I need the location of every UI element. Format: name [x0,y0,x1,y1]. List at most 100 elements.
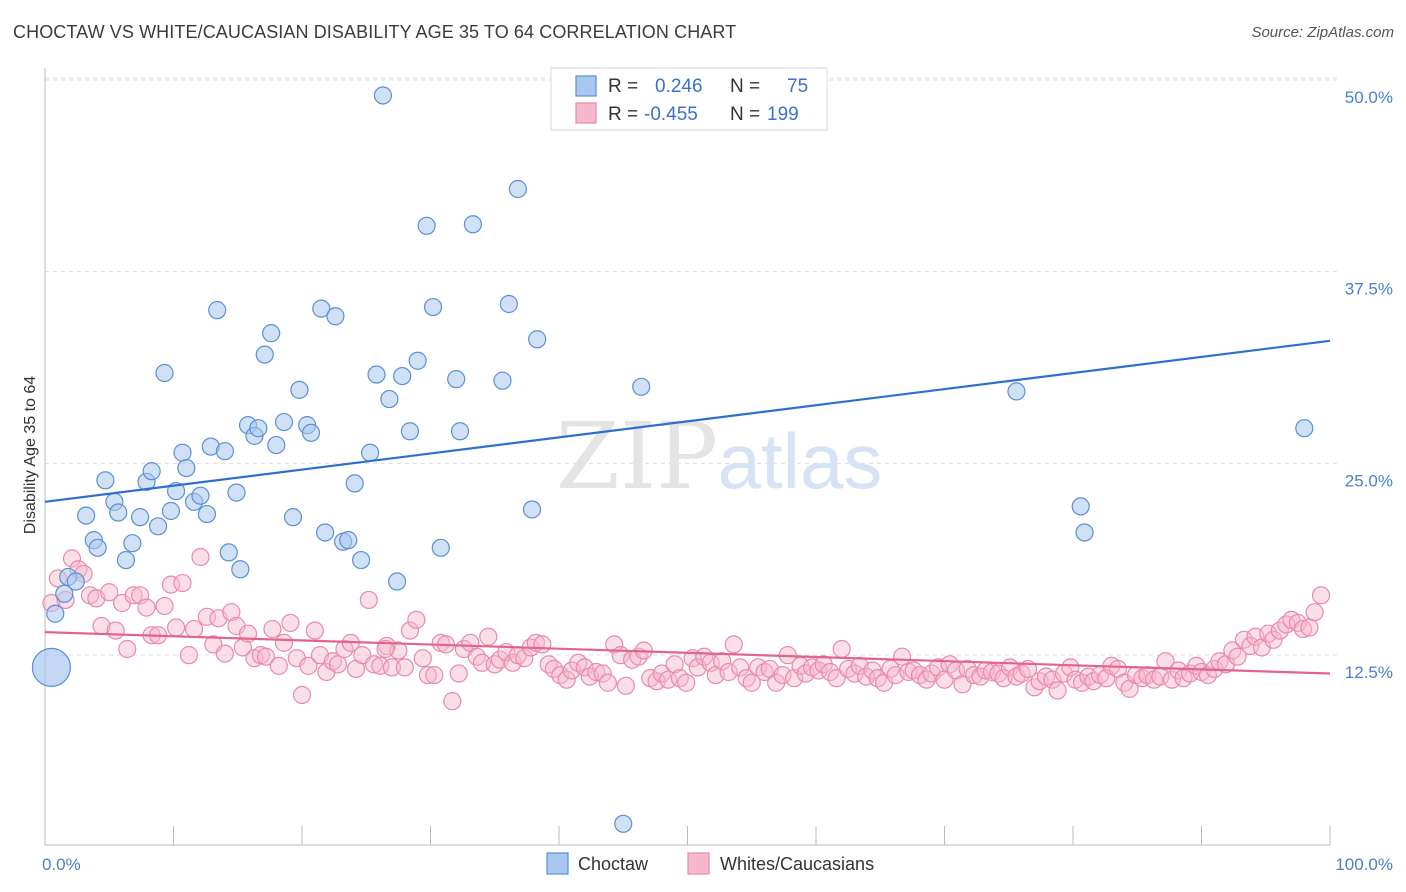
whites-point-37 [269,656,288,675]
choctaw-point-49 [367,365,386,384]
choctaw-point-22 [191,486,210,505]
bottom-legend-swatch-choctaw [546,852,569,875]
choctaw-point-38 [290,380,309,399]
whites-point-91 [593,664,612,683]
whites-point-209 [1300,618,1319,637]
watermark-zip: ZIP [556,403,718,510]
whites-point-144 [910,665,930,685]
choctaw-point-56 [417,216,436,235]
whites-point-153 [964,665,984,685]
legend-swatch-choctaw [575,75,597,97]
whites-point-197 [1228,647,1247,666]
choctaw-point-70 [1071,497,1090,516]
y-tick-label-3: 50.0% [1345,88,1393,107]
whites-point-132 [839,659,858,679]
choctaw-point-55 [408,351,427,370]
choctaw-point-51 [380,389,399,409]
whites-point-211 [1311,586,1331,605]
choctaw-point-14 [142,462,161,481]
whites-point-208 [1293,619,1313,639]
x-tick-label-1: 100.0% [1335,855,1393,874]
choctaw-point-29 [231,560,250,579]
whites-point-35 [256,647,276,666]
choctaw-point-66 [528,330,547,349]
whites-point-167 [1048,681,1067,700]
whites-point-141 [892,647,912,666]
choctaw-point-40 [301,423,321,442]
choctaw-point-23 [197,504,217,524]
whites-point-181 [1133,669,1152,688]
choctaw-point-7 [96,471,115,490]
whites-point-66 [443,692,462,711]
whites-point-104 [670,669,689,688]
whites-point-102 [659,670,678,689]
whites-point-15 [137,598,156,617]
whites-point-72 [479,627,498,646]
whites-point-21 [173,573,192,593]
choctaw-point-68 [632,377,651,396]
whites-point-42 [299,656,318,675]
legend-n-label-1: N = [730,76,760,97]
whites-point-59 [400,621,420,640]
whites-point-113 [724,635,743,654]
whites-trend-line [44,631,1331,675]
choctaw-point-3 [66,572,85,591]
whites-point-212 [376,639,395,659]
whites-point-9 [100,583,119,602]
whites-point-47 [328,655,348,674]
choctaw-point-47 [352,550,371,570]
legend-n-value-1: 75 [787,76,808,97]
whites-point-23 [184,619,204,639]
choctaw-point-45 [339,531,358,550]
choctaw-point-0 [46,604,65,623]
legend-r-value-1: 0.246 [655,76,703,97]
bottom-legend: Choctaw Whites/Caucasians [546,852,874,875]
choctaw-point-26 [215,442,234,461]
whites-point-61 [413,649,432,668]
whites-point-87 [569,653,588,672]
choctaw-point-46 [345,474,364,493]
watermark-atlas: atlas [718,417,883,505]
choctaw-point-64 [508,179,527,199]
whites-point-166 [1043,670,1062,689]
choctaw-point-57 [423,297,443,317]
choctaw-point-6 [88,538,107,557]
whites-point-105 [677,673,696,692]
whites-point-84 [551,665,570,685]
stats-legend: R = 0.246 N = 75 R = -0.455 N = 199 [550,67,828,131]
whites-point-199 [1241,636,1260,656]
choctaw-point-10 [116,550,136,570]
whites-point-116 [742,673,761,692]
whites-point-20 [166,618,186,637]
whites-point-118 [755,662,774,682]
trend-lines [44,339,1331,675]
whites-point-121 [773,665,792,685]
whites-point-186 [1162,670,1182,689]
choctaw-point-69 [1007,382,1026,401]
bottom-legend-whites: Whites/Caucasians [720,854,874,874]
choctaw-point-35 [267,435,286,455]
bottom-legend-choctaw: Choctaw [578,854,649,874]
choctaw-point-62 [493,371,512,390]
choctaw-point-65 [522,500,542,519]
choctaw-point-67 [614,814,633,833]
whites-point-90 [587,662,606,682]
choctaw-point-72 [1295,419,1314,438]
whites-point-43 [305,621,324,640]
legend-swatch-whites [575,102,597,124]
series-choctaw [31,86,1314,833]
choctaw-point-50 [373,86,393,105]
whites-point-39 [281,613,300,633]
whites-point-161 [1012,664,1031,683]
legend-r-label-2: R = [608,104,638,125]
choctaw-point-61 [463,215,483,234]
choctaw-point-32 [249,419,268,438]
choctaw-point-53 [393,366,412,386]
legend-n-label-2: N = [730,104,760,125]
whites-point-111 [713,652,732,671]
whites-point-210 [1305,603,1324,622]
whites-point-117 [749,658,768,677]
legend-r-label-1: R = [608,76,638,97]
choctaw-point-20 [177,458,196,478]
whites-point-29 [222,603,241,622]
